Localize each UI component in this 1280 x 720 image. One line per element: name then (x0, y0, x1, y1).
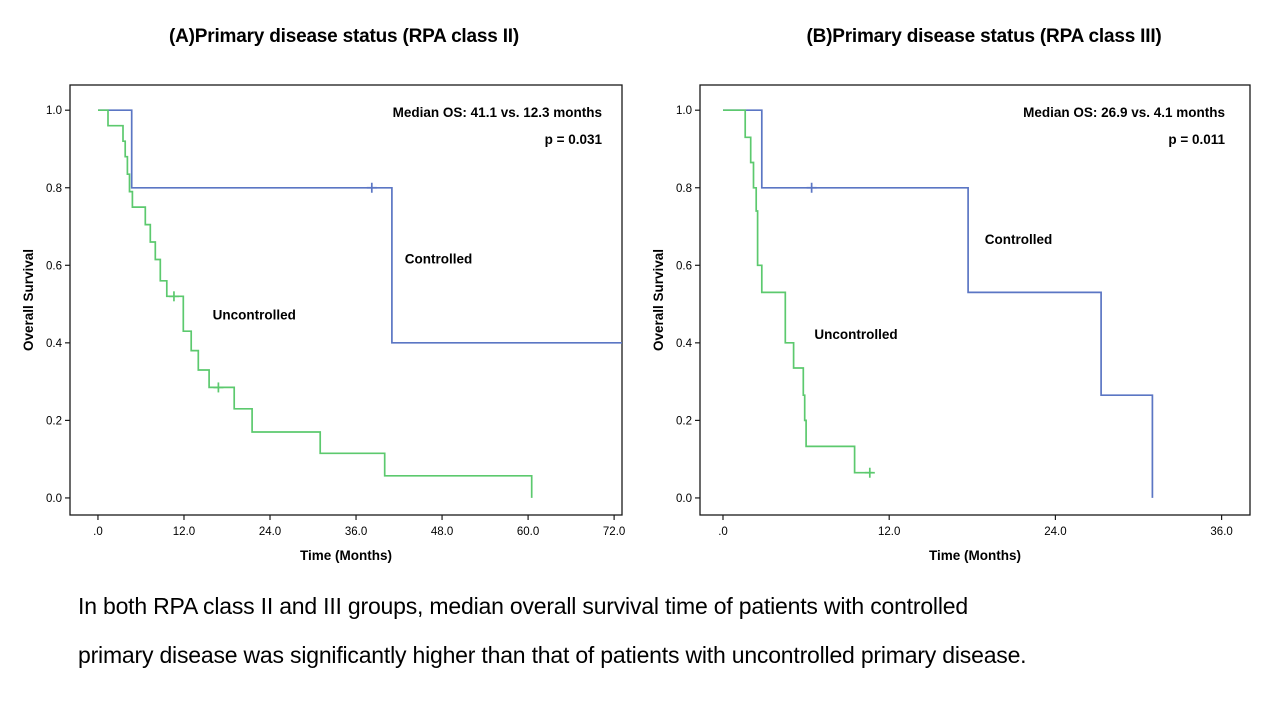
x-tick-label: .0 (718, 526, 728, 538)
x-tick-label: 12.0 (878, 526, 900, 538)
km-curve-uncontrolled (98, 109, 533, 498)
curve-label-controlled: Controlled (405, 251, 473, 266)
y-tick-label: 0.6 (676, 260, 692, 272)
x-tick-label: 60.0 (517, 526, 539, 538)
panel-a-title: (A)Primary disease status (RPA class II) (169, 26, 519, 47)
km-curve-controlled (98, 109, 622, 344)
p-value-annotation: p = 0.011 (1168, 132, 1225, 147)
y-tick-label: 1.0 (46, 105, 62, 117)
x-tick-label: 36.0 (345, 526, 367, 538)
x-axis-title: Time (Months) (300, 548, 392, 563)
km-plot-b: .0 12.0 24.0 36.0 0.0 0.2 0.4 0.6 0.8 1.0 Time (Mo… (651, 84, 1251, 563)
plot-border (699, 84, 1251, 516)
y-tick-label: 0.8 (46, 183, 62, 195)
median-os-annotation: Median OS: 26.9 vs. 4.1 months (1023, 105, 1225, 120)
y-axis-title: Overall Survival (651, 249, 666, 351)
panel-b: (B)Primary disease status (RPA class III… (640, 0, 1280, 575)
curve-label-controlled: Controlled (985, 232, 1053, 247)
x-tick-label: 48.0 (431, 526, 453, 538)
y-axis-title: Overall Survival (21, 249, 36, 351)
caption-line-1: In both RPA class II and III groups, med… (78, 593, 968, 619)
y-tick-label: 0.0 (46, 493, 62, 505)
km-curve-controlled (723, 109, 1154, 498)
x-tick-label: 72.0 (603, 526, 625, 538)
curve-label-uncontrolled: Uncontrolled (814, 327, 897, 342)
y-tick-label: 0.4 (676, 338, 693, 350)
x-tick-label: 12.0 (173, 526, 195, 538)
median-os-annotation: Median OS: 41.1 vs. 12.3 months (393, 105, 602, 120)
x-tick-label: .0 (93, 526, 103, 538)
y-tick-label: 0.4 (46, 338, 63, 350)
curve-label-uncontrolled: Uncontrolled (213, 308, 296, 323)
x-axis-title: Time (Months) (929, 548, 1021, 563)
panel-a: (A)Primary disease status (RPA class II)… (0, 0, 640, 575)
y-tick-label: 0.2 (676, 415, 692, 427)
x-tick-label: 24.0 (259, 526, 281, 538)
caption-line-2: primary disease was significantly higher… (78, 642, 1027, 668)
y-tick-label: 0.8 (676, 183, 692, 195)
p-value-annotation: p = 0.031 (545, 132, 603, 147)
x-tick-label: 36.0 (1210, 526, 1232, 538)
y-tick-label: 0.2 (46, 415, 62, 427)
y-tick-label: 1.0 (676, 105, 692, 117)
plot-border (69, 84, 623, 516)
y-tick-label: 0.0 (676, 493, 692, 505)
y-tick-label: 0.6 (46, 260, 62, 272)
panel-b-title: (B)Primary disease status (RPA class III… (806, 26, 1162, 47)
km-curve-uncontrolled (723, 109, 873, 474)
figure-caption: In both RPA class II and III groups, med… (78, 582, 1228, 680)
x-tick-label: 24.0 (1044, 526, 1066, 538)
km-plot-a: .0 12.0 24.0 36.0 48.0 60.0 72.0 0.0 0.2 0.4 0.6 0.… (21, 84, 625, 563)
